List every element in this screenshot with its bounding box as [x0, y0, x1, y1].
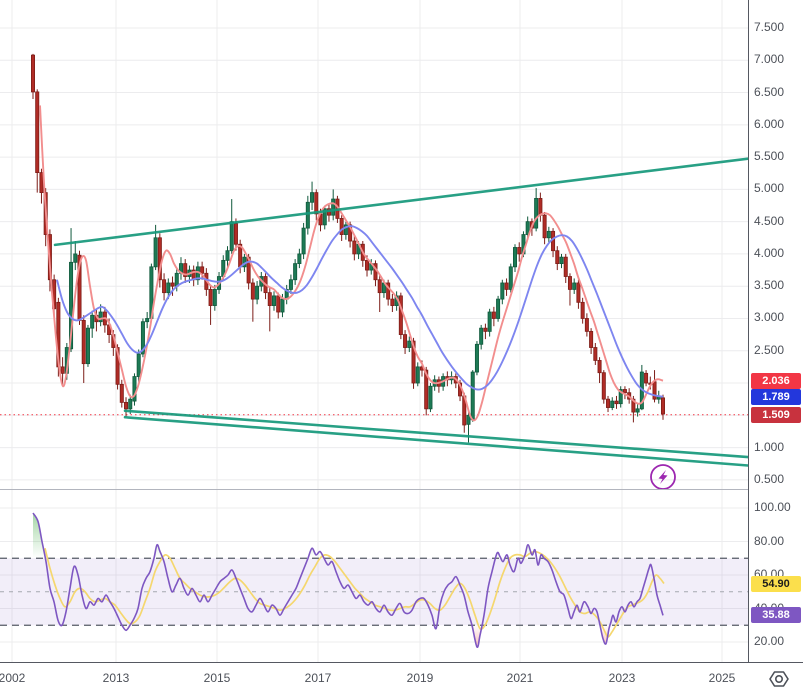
rsi-signal-line[interactable] [44, 547, 665, 638]
rsi-axis-label: 80.00 [754, 533, 785, 548]
price-axis-label: 0.500 [754, 471, 785, 486]
rsi-overbought-fill [308, 548, 324, 559]
rsi-axis-label: 20.00 [754, 634, 785, 648]
slow-ma-line[interactable] [56, 225, 664, 398]
time-axis-label: 2021 [506, 671, 534, 685]
price-axis-label: 6.500 [754, 84, 785, 99]
price-axis-label: 7.500 [754, 20, 785, 34]
rsi-oversold-fill [600, 625, 610, 644]
price-axis-border [748, 0, 749, 696]
rsi-overbought-fill [33, 513, 46, 559]
price-axis-label: 4.500 [754, 213, 785, 228]
rsi-line[interactable] [32, 512, 664, 649]
time-axis-label: 2019 [406, 671, 434, 685]
price-axis-label: 3.500 [754, 278, 785, 293]
price-axis-label: 2.500 [754, 342, 785, 357]
time-axis-border [0, 662, 803, 663]
chart-canvas[interactable] [0, 0, 748, 662]
gridlines [0, 0, 748, 662]
time-axis-label: 2017 [304, 671, 332, 685]
trendline-2[interactable] [123, 409, 748, 459]
rsi-oversold-fill [472, 625, 482, 648]
trendline-1[interactable] [53, 157, 748, 247]
trendline-3[interactable] [123, 415, 748, 467]
price-axis-label: 4.000 [754, 245, 785, 260]
time-axis-label: 2002 [0, 671, 26, 685]
fast-ma-line[interactable] [39, 105, 664, 422]
pane-divider[interactable] [0, 489, 803, 490]
rsi-axis-label: 100.00 [754, 500, 791, 514]
price-axis-label: 6.000 [754, 116, 785, 131]
time-axis-label: 2015 [203, 671, 231, 685]
time-axis-label: 2013 [102, 671, 130, 685]
rsi-band [0, 558, 748, 626]
price-axis-label: 1.000 [754, 439, 785, 454]
price-axis-label: 5.500 [754, 149, 785, 164]
axis-settings-button[interactable] [764, 667, 794, 691]
price-axis-label: 3.000 [754, 310, 785, 325]
price-axis-label: 5.000 [754, 181, 785, 196]
rsi-oversold-fill [122, 625, 130, 631]
rsi-tag: 54.90 [751, 575, 801, 592]
time-axis-label: 2023 [608, 671, 636, 685]
time-axis-label: 2025 [708, 671, 736, 685]
rsi-overbought-fill [154, 544, 163, 559]
lightning-badge-icon[interactable] [650, 464, 676, 490]
price-tag: 1.789 [751, 388, 801, 405]
time-axis[interactable]: 2002 2013 2015 2017 2019 2021 2023 2025 [0, 663, 803, 696]
price-tag: 1.509 [751, 406, 801, 423]
price-tag: 2.036 [751, 372, 801, 389]
hex-nut-icon [769, 671, 789, 687]
price-axis[interactable]: 7.500 7.000 6.500 6.000 5.500 5.000 4.500 4.000… [749, 0, 803, 662]
rsi-tag: 35.88 [751, 607, 801, 624]
price-axis-label: 7.000 [754, 52, 785, 67]
candles-layer[interactable] [30, 53, 665, 443]
